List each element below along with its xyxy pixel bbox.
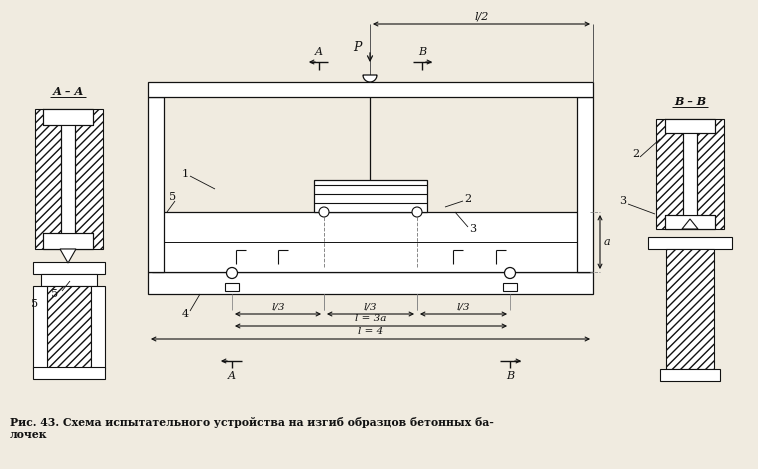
Polygon shape (682, 219, 698, 229)
Text: 5: 5 (52, 289, 58, 299)
Text: В – В: В – В (674, 96, 706, 107)
Bar (43, 109, 93, 125)
Bar (225, 283, 239, 291)
Text: B: B (506, 371, 514, 381)
Bar (577, 97, 593, 272)
Text: B: B (418, 47, 426, 57)
Bar (148, 82, 593, 97)
Text: 3: 3 (469, 224, 477, 234)
Text: Рис. 43. Схема испытательного устройства на изгиб образцов бетонных ба-: Рис. 43. Схема испытательного устройства… (10, 417, 494, 428)
Text: l/3: l/3 (457, 302, 470, 311)
Text: l = 4: l = 4 (358, 327, 383, 336)
Text: 2: 2 (632, 149, 640, 159)
Text: 2: 2 (465, 194, 471, 204)
Polygon shape (363, 75, 377, 82)
Bar (35, 109, 103, 249)
Text: 3: 3 (619, 196, 627, 206)
Text: A: A (228, 371, 236, 381)
Bar (47, 286, 91, 369)
Bar (43, 233, 93, 249)
Bar (665, 215, 715, 229)
Circle shape (505, 267, 515, 279)
Circle shape (227, 267, 237, 279)
Text: 1: 1 (181, 169, 189, 179)
Bar (91, 286, 105, 369)
Text: l/3: l/3 (271, 302, 285, 311)
Circle shape (412, 207, 422, 217)
Circle shape (319, 207, 329, 217)
Text: l = 3a: l = 3a (356, 314, 387, 323)
Text: l/3: l/3 (364, 302, 377, 311)
Polygon shape (60, 249, 76, 263)
Bar (41, 274, 97, 286)
Bar (666, 249, 714, 369)
Bar (148, 97, 164, 272)
Text: А – А: А – А (52, 86, 83, 97)
Bar (314, 180, 427, 212)
Bar (503, 283, 517, 291)
Bar (33, 367, 105, 379)
Text: 5: 5 (170, 192, 177, 202)
Bar (33, 262, 105, 274)
Bar (152, 212, 590, 272)
Bar (665, 119, 715, 133)
Text: a: a (604, 237, 611, 247)
Bar (656, 119, 724, 229)
Text: 5: 5 (31, 299, 39, 309)
Text: A: A (315, 47, 323, 57)
Text: 4: 4 (181, 309, 189, 319)
Bar (648, 237, 732, 249)
Text: P: P (354, 40, 362, 53)
Bar (148, 272, 593, 294)
Text: лочек: лочек (10, 429, 48, 440)
Bar (61, 125, 75, 233)
Text: l/2: l/2 (475, 11, 489, 21)
Bar (33, 286, 47, 369)
Bar (660, 369, 720, 381)
Bar (683, 133, 697, 215)
